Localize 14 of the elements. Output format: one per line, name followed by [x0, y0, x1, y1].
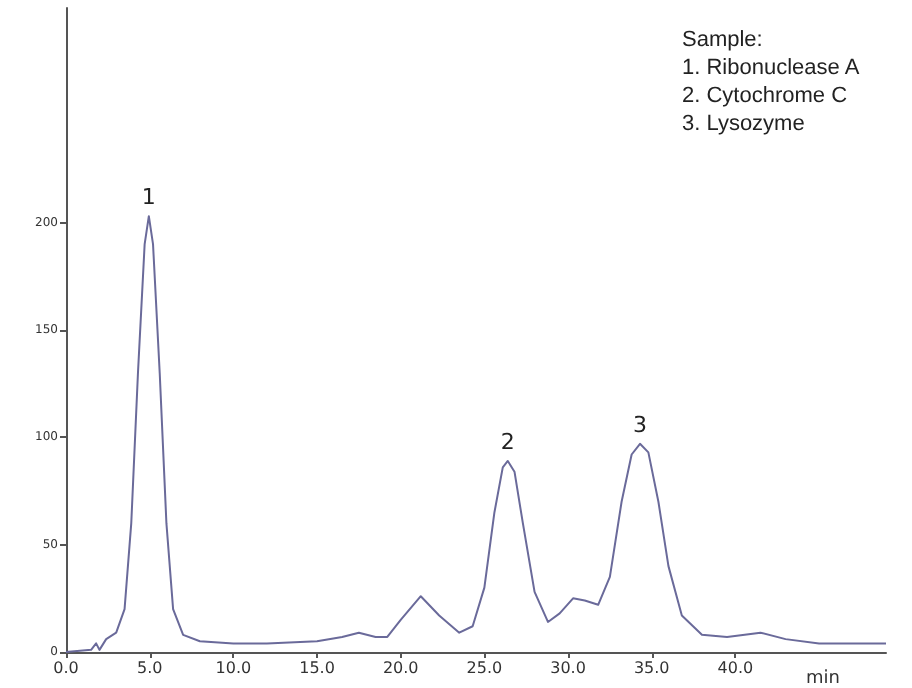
annotation: 2 [500, 428, 515, 455]
annotation: 3 [633, 411, 647, 438]
x-tick-label: 20.0 [382, 659, 419, 677]
x-tick-label: 5.0 [136, 659, 163, 677]
x-tick-label: 0.0 [53, 659, 79, 677]
x-tick-label: 30.0 [550, 659, 586, 677]
x-tick-label: 35.0 [633, 659, 670, 677]
x-axis-title: min [806, 669, 840, 688]
x-tick-label: 25.0 [466, 659, 503, 677]
x-tick-label: 15.0 [299, 659, 335, 677]
x-tick-label: 40.0 [717, 659, 754, 677]
annotation: 1 [141, 184, 156, 211]
x-tick-label: 10.0 [215, 659, 252, 677]
annotation: Sample: 1. Ribonuclease A 2. Cytochrome C 3. Lysozyme [682, 28, 861, 136]
